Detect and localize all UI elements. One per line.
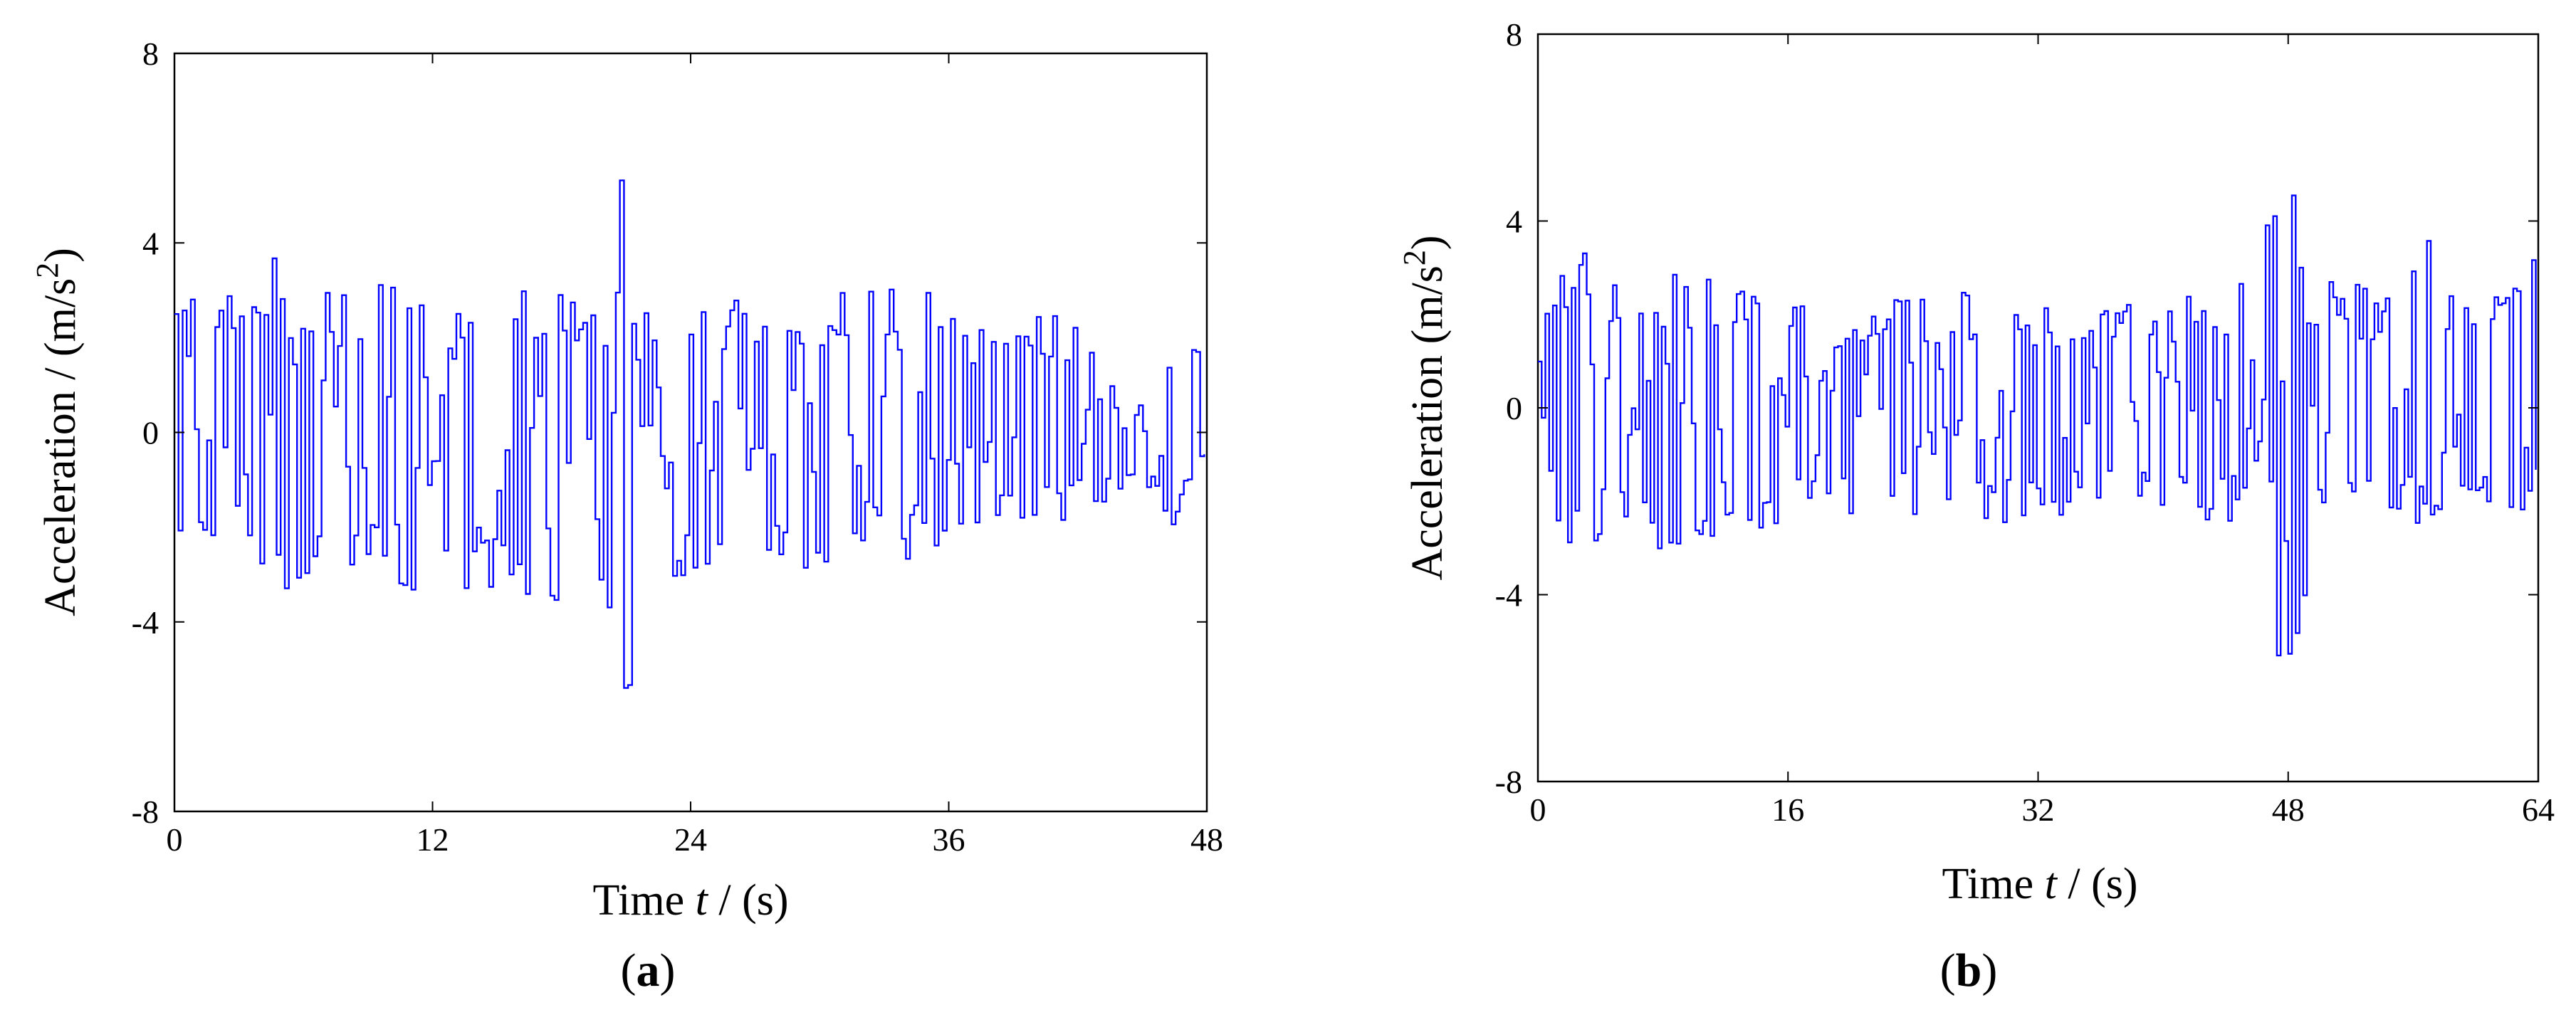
panel-caption-b: (b) bbox=[1940, 945, 1998, 996]
y-tick-label: -8 bbox=[132, 794, 159, 830]
y-tick-labels-b: -8 -4 0 4 8 bbox=[1495, 16, 1522, 800]
y-tick-label: 0 bbox=[142, 415, 159, 451]
x-axis-label-a: Time t / (s) bbox=[592, 876, 788, 925]
y-tick-label: 8 bbox=[1506, 16, 1522, 53]
x-tick-label: 12 bbox=[417, 821, 449, 858]
acceleration-trace-a bbox=[174, 179, 1205, 689]
x-tick-label: 0 bbox=[167, 821, 183, 858]
y-tick-label: 4 bbox=[142, 225, 159, 261]
x-tick-label: 32 bbox=[2022, 791, 2055, 828]
x-tick-labels-a: 0 12 24 36 48 bbox=[167, 821, 1224, 858]
x-tick-label: 36 bbox=[933, 821, 965, 858]
x-tick-label: 0 bbox=[1530, 791, 1546, 828]
x-tick-label: 24 bbox=[674, 821, 707, 858]
acceleration-trace-b bbox=[1538, 194, 2537, 657]
plot-frame-a bbox=[173, 52, 1208, 813]
y-tick-label: 4 bbox=[1506, 204, 1522, 240]
x-axis-label-b: Time t / (s) bbox=[1942, 860, 2137, 908]
y-tick-label: 8 bbox=[142, 36, 159, 72]
y-axis-label-a: Acceleration / (m/s2) bbox=[30, 248, 85, 616]
x-tick-label: 48 bbox=[2272, 791, 2305, 828]
plot-frame-b bbox=[1536, 33, 2540, 783]
y-tick-label: -8 bbox=[1495, 764, 1522, 800]
y-tick-label: -4 bbox=[132, 604, 159, 641]
y-axis-label-b: Acceleration (m/s2) bbox=[1397, 235, 1452, 580]
panel-caption-a: (a) bbox=[621, 945, 676, 996]
x-tick-labels-b: 0 16 32 48 64 bbox=[1530, 791, 2555, 828]
y-tick-label: 0 bbox=[1506, 390, 1522, 426]
y-tick-labels-a: -8 -4 0 4 8 bbox=[132, 36, 159, 830]
x-tick-label: 48 bbox=[1190, 821, 1223, 858]
x-tick-label: 64 bbox=[2522, 791, 2555, 828]
y-tick-label: -4 bbox=[1495, 577, 1522, 614]
x-tick-label: 16 bbox=[1771, 791, 1804, 828]
